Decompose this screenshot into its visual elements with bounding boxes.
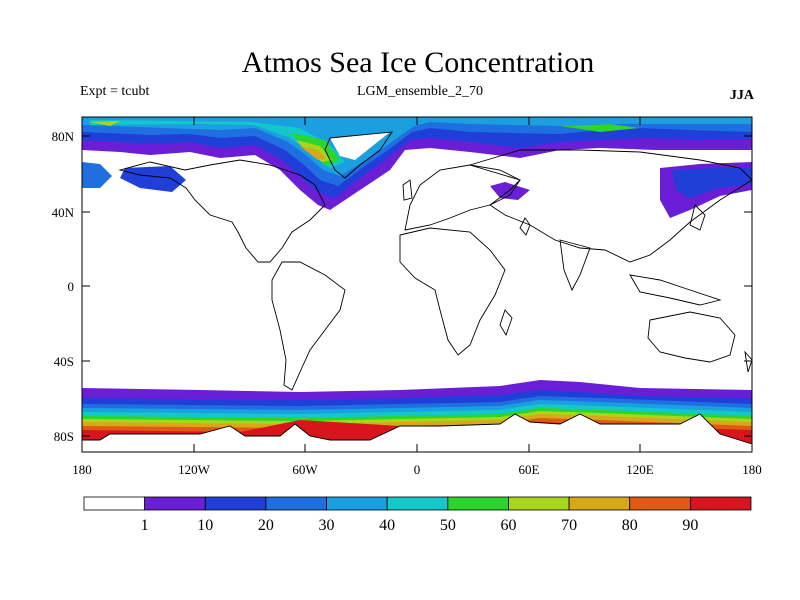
colorbar-swatch <box>508 496 570 511</box>
lat-label-40s: 40S <box>54 354 74 369</box>
chart-title: Atmos Sea Ice Concentration <box>241 46 595 79</box>
lat-label-0: 0 <box>68 279 75 294</box>
lon-label-60e: 60E <box>519 462 540 477</box>
experiment-label: Expt = tcubt <box>80 84 150 99</box>
colorbar-swatch <box>689 496 752 511</box>
colorbar-swatch <box>204 496 267 511</box>
colorbar-label: 80 <box>622 517 638 534</box>
map-panel: 80N 40N 0 40S 80S 180 120W 60W 0 60E 120… <box>52 116 762 477</box>
colorbar-swatch <box>265 496 327 511</box>
colorbar-label: 40 <box>379 517 395 534</box>
colorbar-label: 50 <box>440 517 456 534</box>
colorbar-swatch <box>386 496 449 511</box>
colorbar-swatch <box>568 496 631 511</box>
colorbar-swatch <box>144 496 206 511</box>
lat-label-80n: 80N <box>52 129 75 144</box>
colorbar-swatch <box>629 496 691 511</box>
latitude-labels: 80N 40N 0 40S 80S <box>52 129 75 444</box>
lon-label-180-left: 180 <box>72 462 92 477</box>
lat-label-80s: 80S <box>54 429 74 444</box>
colorbar-swatch <box>326 496 388 511</box>
colorbar-swatch <box>447 496 509 511</box>
lat-label-40n: 40N <box>52 205 75 220</box>
lon-label-0: 0 <box>414 462 421 477</box>
longitude-labels: 180 120W 60W 0 60E 120E 180 <box>72 462 762 477</box>
lon-label-120w: 120W <box>178 462 211 477</box>
colorbar-label: 20 <box>258 517 274 534</box>
colorbar-label: 60 <box>500 517 516 534</box>
antarctic-sea-ice <box>82 380 752 452</box>
colorbar-label: 30 <box>319 517 335 534</box>
colorbar-swatch <box>83 496 146 511</box>
coastlines <box>82 131 753 445</box>
season-label: JJA <box>729 88 754 103</box>
lon-label-60w: 60W <box>292 462 318 477</box>
tick-marks <box>82 117 752 452</box>
arctic-sea-ice <box>82 117 752 218</box>
lon-label-180-right: 180 <box>742 462 762 477</box>
colorbar-label: 10 <box>197 517 213 534</box>
colorbar-label: 90 <box>682 517 698 534</box>
lon-label-120e: 120E <box>626 462 654 477</box>
colorbar-label: 1 <box>141 517 149 534</box>
colorbar: 1 10 20 30 40 50 60 70 80 90 <box>83 496 752 534</box>
colorbar-label: 70 <box>561 517 577 534</box>
ensemble-label: LGM_ensemble_2_70 <box>357 84 483 99</box>
